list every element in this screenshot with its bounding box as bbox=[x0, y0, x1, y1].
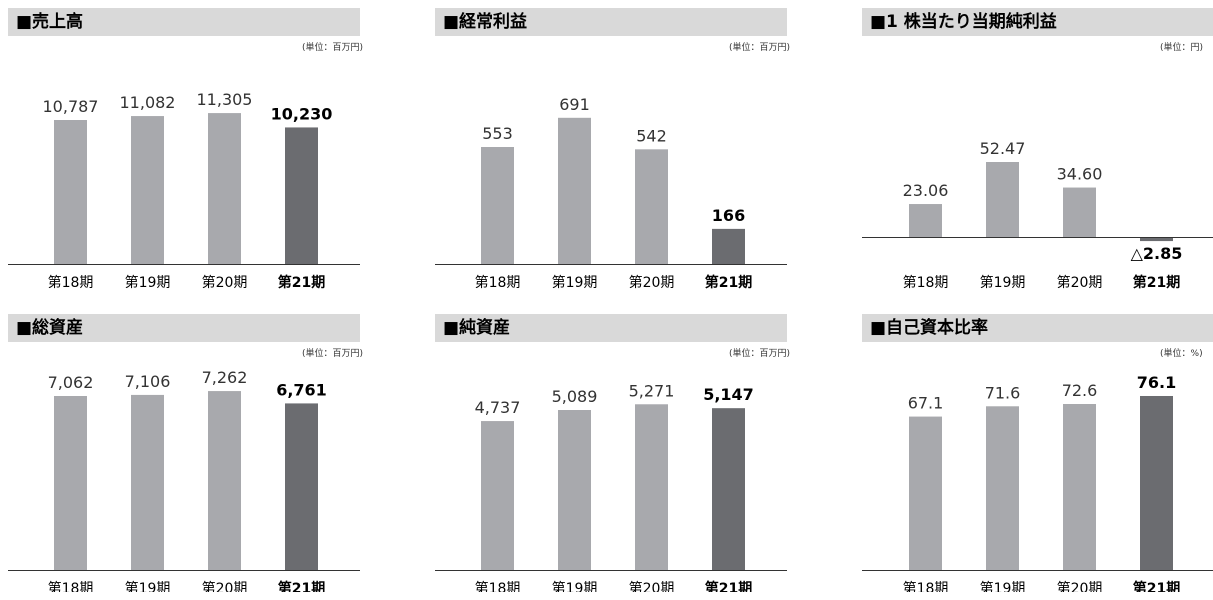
bar-chart: 10,787 第18期 11,082 第19期 11,305 第20期 10,230 第21期 bbox=[8, 90, 360, 291]
chart-panel-total-assets: ■総資産 (単位：百万円) 7,062 第18期 7,106 第19期 7,262 第20… bbox=[8, 314, 363, 600]
bar-第20期 bbox=[208, 391, 241, 570]
chart-title: ■経常利益 bbox=[435, 8, 787, 36]
category-label: 第18期 bbox=[903, 580, 949, 592]
chart-title: ■売上高 bbox=[8, 8, 360, 36]
bar-第18期 bbox=[54, 396, 87, 570]
category-label: 第20期 bbox=[202, 274, 248, 291]
category-label: 第18期 bbox=[48, 580, 94, 592]
data-label: 11,082 bbox=[120, 93, 176, 112]
chart-title: ■1 株当たり当期純利益 bbox=[862, 8, 1213, 36]
unit-label: (単位：百万円) bbox=[728, 349, 790, 359]
bar-第21期 bbox=[1140, 237, 1173, 242]
category-label: 第19期 bbox=[980, 274, 1026, 291]
category-label: 第18期 bbox=[903, 274, 949, 291]
category-label: 第21期 bbox=[1133, 580, 1180, 592]
unit-label: (単位：百万円) bbox=[301, 43, 363, 53]
data-label: 7,262 bbox=[202, 368, 248, 387]
data-label: 7,062 bbox=[48, 373, 94, 392]
data-label: 7,106 bbox=[125, 372, 171, 391]
bar-第18期 bbox=[909, 416, 942, 570]
category-label: 第21期 bbox=[278, 580, 325, 592]
bar-chart: 7,062 第18期 7,106 第19期 7,262 第20期 6,761 第21期 bbox=[8, 368, 360, 592]
bar-第20期 bbox=[1063, 404, 1096, 570]
category-label: 第20期 bbox=[202, 580, 248, 592]
data-label: 166 bbox=[712, 206, 745, 225]
category-label: 第21期 bbox=[705, 274, 752, 291]
unit-label: (単位：円) bbox=[1160, 43, 1204, 53]
bar-第19期 bbox=[131, 394, 164, 570]
data-label: 67.1 bbox=[908, 394, 944, 413]
category-label: 第20期 bbox=[629, 580, 675, 592]
category-label: 第19期 bbox=[980, 580, 1026, 592]
unit-label: (単位：百万円) bbox=[728, 43, 790, 53]
bar-第21期 bbox=[712, 408, 745, 570]
unit-label: (単位：%) bbox=[1160, 349, 1203, 359]
chart-panel-eps: ■1 株当たり当期純利益 (単位：円) 23.06 第18期 52.47 第19期 34… bbox=[862, 8, 1213, 294]
bar-第18期 bbox=[481, 421, 514, 570]
data-label: 542 bbox=[636, 126, 667, 145]
category-label: 第19期 bbox=[125, 580, 171, 592]
bar-chart: 23.06 第18期 52.47 第19期 34.60 第20期 △2.85 第21期 bbox=[862, 139, 1213, 291]
category-label: 第20期 bbox=[1057, 274, 1103, 291]
bar-第18期 bbox=[909, 204, 942, 237]
chart-panel-net-assets: ■純資産 (単位：百万円) 4,737 第18期 5,089 第19期 5,271 第20… bbox=[435, 314, 790, 600]
bar-第21期 bbox=[285, 127, 318, 265]
data-label: 76.1 bbox=[1137, 373, 1176, 392]
bar-第21期 bbox=[712, 228, 745, 264]
data-label: 10,787 bbox=[43, 97, 99, 116]
category-label: 第21期 bbox=[705, 580, 752, 592]
bar-chart: 4,737 第18期 5,089 第19期 5,271 第20期 5,147 第21期 bbox=[435, 381, 787, 592]
data-label: 4,737 bbox=[475, 398, 521, 417]
data-label: 691 bbox=[559, 95, 590, 114]
category-label: 第18期 bbox=[475, 580, 521, 592]
data-label: 71.6 bbox=[985, 383, 1021, 402]
bar-第20期 bbox=[635, 404, 668, 570]
data-label: 34.60 bbox=[1057, 165, 1103, 184]
data-label: 6,761 bbox=[276, 380, 327, 399]
bar-第19期 bbox=[558, 410, 591, 570]
category-label: 第19期 bbox=[552, 580, 598, 592]
chart-panel-sales: ■売上高 (単位：百万円) 10,787 第18期 11,082 第19期 11,305… bbox=[8, 8, 363, 294]
category-label: 第20期 bbox=[629, 274, 675, 291]
chart-panel-equity-ratio: ■自己資本比率 (単位：%) 67.1 第18期 71.6 第19期 72.6 第20期 7… bbox=[862, 314, 1213, 600]
category-label: 第19期 bbox=[125, 274, 171, 291]
category-label: 第21期 bbox=[278, 274, 325, 291]
bar-第20期 bbox=[1063, 187, 1096, 237]
data-label: △2.85 bbox=[1131, 244, 1183, 263]
data-label: 5,089 bbox=[552, 387, 598, 406]
bar-第21期 bbox=[285, 403, 318, 570]
bar-chart: 67.1 第18期 71.6 第19期 72.6 第20期 76.1 第21期 bbox=[862, 373, 1213, 592]
bar-第19期 bbox=[131, 116, 164, 265]
data-label: 5,271 bbox=[629, 381, 675, 400]
category-label: 第18期 bbox=[48, 274, 94, 291]
data-label: 10,230 bbox=[271, 104, 333, 123]
bar-第21期 bbox=[1140, 395, 1173, 570]
chart-title: ■総資産 bbox=[8, 314, 360, 342]
bar-第18期 bbox=[54, 120, 87, 264]
bar-第20期 bbox=[208, 113, 241, 264]
bar-第19期 bbox=[986, 162, 1019, 237]
bar-第18期 bbox=[481, 147, 514, 264]
chart-title: ■自己資本比率 bbox=[862, 314, 1213, 342]
chart-panel-ordinary-profit: ■経常利益 (単位：百万円) 553 第18期 691 第19期 542 第20期 166 第… bbox=[435, 8, 790, 294]
bar-第20期 bbox=[635, 149, 668, 264]
category-label: 第20期 bbox=[1057, 580, 1103, 592]
data-label: 72.6 bbox=[1062, 381, 1098, 400]
category-label: 第18期 bbox=[475, 274, 521, 291]
data-label: 5,147 bbox=[703, 385, 754, 404]
category-label: 第21期 bbox=[1133, 274, 1180, 291]
data-label: 553 bbox=[482, 124, 513, 143]
data-label: 23.06 bbox=[903, 181, 949, 200]
category-label: 第19期 bbox=[552, 274, 598, 291]
chart-title: ■純資産 bbox=[435, 314, 787, 342]
data-label: 52.47 bbox=[980, 139, 1026, 158]
bar-第19期 bbox=[558, 117, 591, 265]
bar-chart: 553 第18期 691 第19期 542 第20期 166 第21期 bbox=[435, 95, 787, 291]
data-label: 11,305 bbox=[197, 90, 253, 109]
unit-label: (単位：百万円) bbox=[301, 349, 363, 359]
bar-第19期 bbox=[986, 406, 1019, 570]
